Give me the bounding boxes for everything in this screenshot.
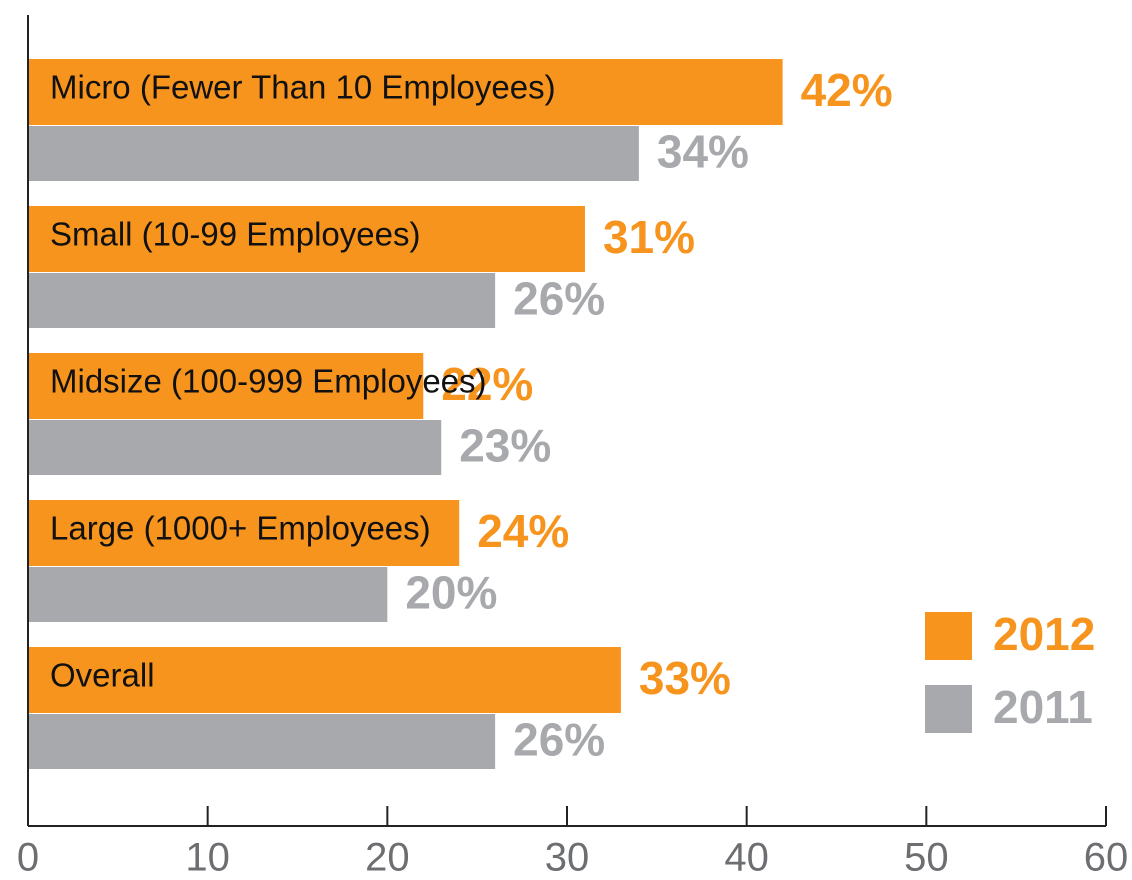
value-label: 23% <box>459 420 551 472</box>
value-label: 31% <box>603 211 695 263</box>
bar <box>28 353 424 419</box>
category-label: Micro (Fewer Than 10 Employees) <box>50 69 556 106</box>
bar <box>28 420 442 475</box>
x-tick-label: 10 <box>185 836 230 880</box>
category-label: Midsize (100-999 Employees) <box>50 363 487 400</box>
value-label: 24% <box>477 505 569 557</box>
x-tick-label: 40 <box>724 836 769 880</box>
bar <box>28 567 388 622</box>
x-tick-label: 60 <box>1084 836 1129 880</box>
category-label: Small (10-99 Employees) <box>50 216 420 253</box>
x-tick-label: 50 <box>904 836 949 880</box>
bar <box>28 647 621 713</box>
legend-label: 2012 <box>993 608 1095 660</box>
x-tick-label: 30 <box>545 836 590 880</box>
legend-swatch <box>925 685 972 733</box>
category-label: Overall <box>50 657 155 694</box>
bar <box>28 126 639 181</box>
category-label: Large (1000+ Employees) <box>50 510 431 547</box>
legend-label: 2011 <box>993 681 1093 733</box>
legend-swatch <box>925 612 972 660</box>
value-label: 22% <box>441 358 533 410</box>
value-label: 26% <box>513 273 605 325</box>
value-label: 33% <box>639 652 731 704</box>
x-tick-label: 0 <box>17 836 39 880</box>
value-label: 42% <box>801 64 893 116</box>
value-label: 20% <box>405 567 497 619</box>
value-label: 34% <box>657 126 749 178</box>
bar <box>28 206 585 272</box>
bar <box>28 714 496 769</box>
bar <box>28 500 460 566</box>
value-label: 26% <box>513 714 605 766</box>
x-tick-label: 20 <box>365 836 410 880</box>
bar <box>28 273 496 328</box>
bar <box>28 59 783 125</box>
